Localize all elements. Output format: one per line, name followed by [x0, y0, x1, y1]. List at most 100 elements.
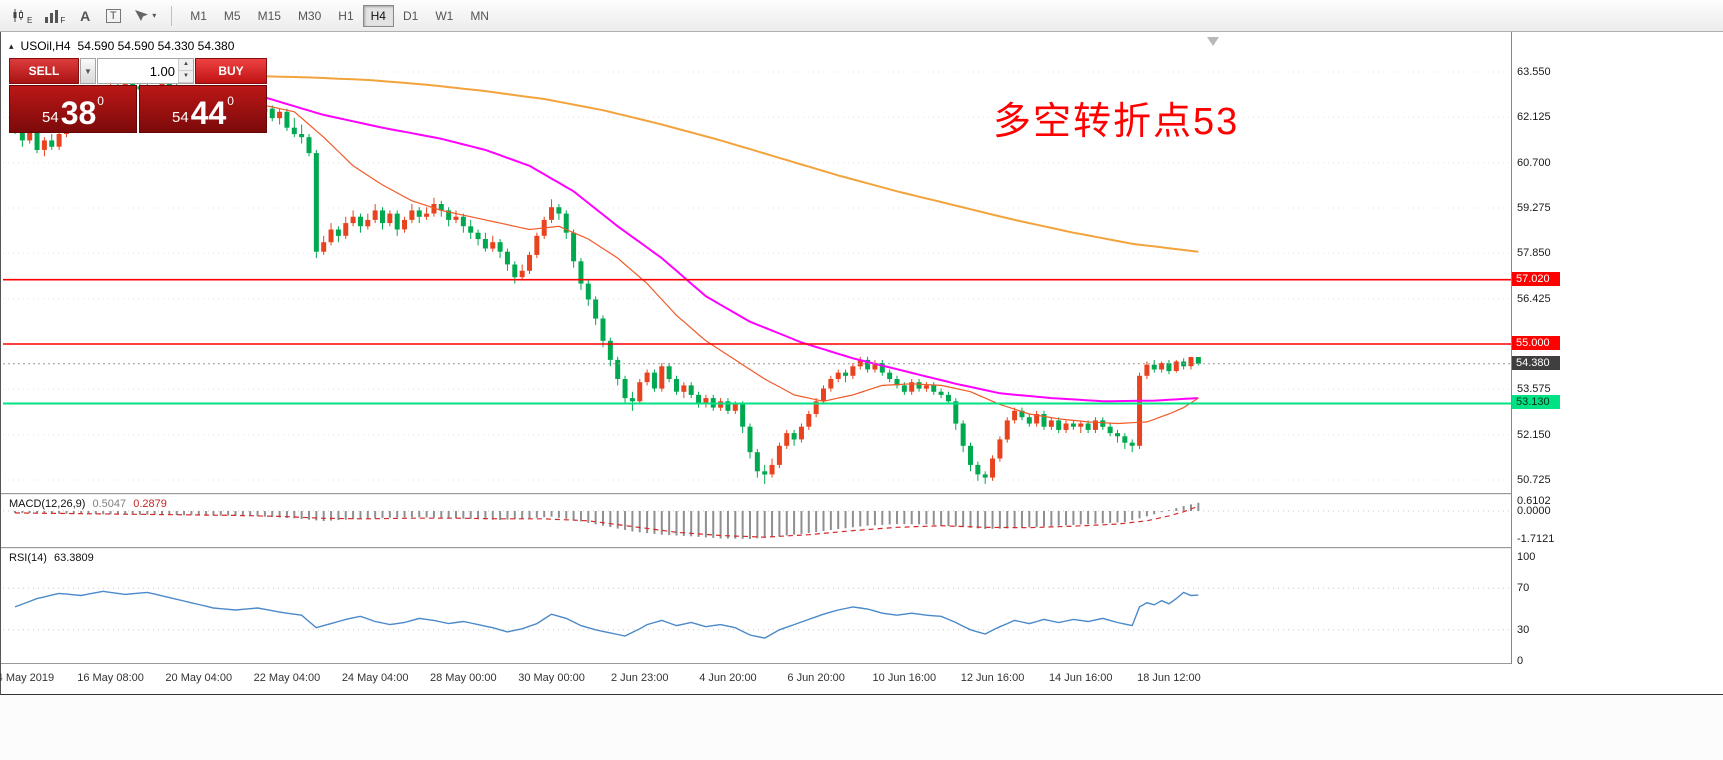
- macd-label: MACD(12,26,9) 0.5047 0.2879: [9, 498, 167, 510]
- price-line-badge: 53.130: [1512, 395, 1560, 410]
- cursor-tool-button[interactable]: ▾: [128, 3, 161, 28]
- panel-separator[interactable]: [1, 547, 1511, 549]
- chart-window: ▴ USOil,H4 54.590 54.590 54.330 54.380 S…: [0, 32, 1723, 695]
- chevron-down-icon: ▼: [183, 73, 189, 79]
- timeframe-button-h1[interactable]: H1: [330, 5, 361, 27]
- macd-title: MACD(12,26,9): [9, 498, 86, 510]
- time-axis-label: 14 Jun 16:00: [1048, 672, 1113, 684]
- time-axis-label: 4 Jun 20:00: [699, 672, 757, 684]
- price-axis-label: 57.850: [1517, 247, 1551, 260]
- current-price-badge: 54.380: [1512, 355, 1560, 370]
- time-axis-label: 12 Jun 16:00: [960, 672, 1025, 684]
- rsi-label: RSI(14) 63.3809: [9, 552, 94, 564]
- sell-button[interactable]: SELL: [9, 58, 79, 84]
- rsi-axis-label: 70: [1517, 582, 1530, 595]
- chevron-up-icon: ▲: [183, 61, 189, 67]
- macd-main-value: 0.5047: [92, 498, 127, 510]
- macd-axis-label: 0.0000: [1517, 504, 1551, 517]
- trade-panel-controls: SELL ▼ ▲ ▼ BUY: [9, 58, 267, 84]
- buy-price-display[interactable]: 54 44 0: [139, 85, 267, 133]
- window-bottom-space: [0, 695, 1723, 760]
- time-axis-label: 28 May 00:00: [430, 672, 497, 684]
- time-axis-label: 10 Jun 16:00: [872, 672, 937, 684]
- time-axis-label: 16 May 08:00: [77, 672, 144, 684]
- rsi-value: 63.3809: [53, 552, 94, 564]
- timeframe-button-h4[interactable]: H4: [362, 4, 394, 27]
- rsi-indicator-plot[interactable]: [3, 549, 1511, 663]
- chart-annotation-text[interactable]: 多空转折点53: [993, 101, 1240, 143]
- tool-letter: F: [60, 16, 66, 25]
- candlestick-chart-tool-button[interactable]: E: [6, 3, 37, 28]
- trade-panel-prices: 54 38 0 54 44 0: [9, 85, 267, 133]
- price-axis-label: 62.125: [1517, 111, 1551, 124]
- timeframe-button-mn[interactable]: MN: [462, 5, 497, 27]
- timeframe-button-m30[interactable]: M30: [290, 5, 329, 27]
- time-axis-label: 14 May 2019: [0, 672, 55, 684]
- macd-axis-label: 0.6102: [1517, 495, 1551, 507]
- cursor-icon: [135, 10, 149, 21]
- buy-price-big: 44: [190, 94, 227, 131]
- bar-chart-tool-button[interactable]: F: [39, 3, 70, 28]
- chevron-down-icon: ▾: [152, 11, 157, 20]
- symbol-name: USOil,H4: [20, 39, 71, 53]
- rsi-axis-label: 0: [1517, 655, 1524, 667]
- buy-price-sup: 0: [227, 94, 234, 108]
- tool-letter: E: [27, 16, 33, 25]
- timeframe-button-m5[interactable]: M5: [216, 5, 249, 27]
- price-axis-label: 59.275: [1517, 202, 1551, 214]
- price-axis-label: 52.150: [1517, 428, 1551, 441]
- symbol-info-bar: ▴ USOil,H4 54.590 54.590 54.330 54.380: [9, 39, 234, 53]
- macd-signal-value: 0.2879: [133, 498, 167, 510]
- text-box-icon: T: [105, 8, 121, 23]
- time-axis-label: 6 Jun 20:00: [787, 672, 845, 684]
- sell-price-big: 38: [60, 94, 97, 131]
- price-axis-label: 56.425: [1517, 292, 1551, 305]
- text-label-icon: A: [80, 7, 91, 24]
- price-axis-label: 50.725: [1517, 474, 1551, 486]
- chart-tools-group: E F A T ▾: [6, 3, 161, 28]
- timeframe-button-w1[interactable]: W1: [427, 5, 461, 27]
- timeframe-button-m15[interactable]: M15: [250, 5, 289, 27]
- volume-field-wrap: ▲ ▼: [97, 58, 194, 84]
- price-axis-label: 60.700: [1517, 156, 1551, 169]
- one-click-trade-panel: SELL ▼ ▲ ▼ BUY 54 38 0 54: [9, 58, 267, 133]
- time-axis[interactable]: 14 May 2019 16 May 08:00 20 May 04:00 22 Ma…: [0, 665, 1511, 695]
- time-axis-line: [1, 663, 1511, 664]
- price-axis-label: 63.550: [1517, 66, 1551, 78]
- rsi-axis-label: 100: [1517, 551, 1536, 563]
- time-axis-label: 20 May 04:00: [165, 672, 233, 684]
- time-axis-label: 22 May 04:00: [253, 672, 321, 684]
- toolbar: E F A T ▾ M1 M5 M15 M30 H1 H4 D1 W1 MN: [0, 0, 1723, 32]
- candlestick-chart-icon: [13, 9, 23, 22]
- rsi-title: RSI(14): [9, 552, 47, 564]
- buy-button[interactable]: BUY: [195, 58, 267, 84]
- sell-price-display[interactable]: 54 38 0: [9, 85, 137, 133]
- buy-price-prefix: 54: [172, 109, 189, 126]
- bar-chart-icon: [45, 10, 59, 23]
- text-box-tool-button[interactable]: T: [100, 3, 126, 28]
- volume-decrement-button[interactable]: ▼: [179, 71, 193, 83]
- symbol-ohlc-values: 54.590 54.590 54.330 54.380: [77, 39, 235, 53]
- volume-input[interactable]: [98, 59, 178, 83]
- chart-shift-marker: [1207, 37, 1219, 46]
- panel-separator[interactable]: [1, 493, 1511, 495]
- sell-price-prefix: 54: [42, 109, 59, 126]
- price-line-badge: 57.020: [1512, 271, 1560, 286]
- volume-dropdown-button[interactable]: ▼: [80, 58, 96, 84]
- timeframe-button-d1[interactable]: D1: [395, 5, 426, 27]
- price-line-badge: 55.000: [1512, 336, 1560, 350]
- sell-price-sup: 0: [97, 94, 104, 108]
- volume-increment-button[interactable]: ▲: [179, 59, 193, 71]
- timeframe-button-m1[interactable]: M1: [182, 5, 215, 27]
- price-axis[interactable]: 63.550 62.125 60.700 59.275 57.850 56.425 55.0…: [1511, 32, 1723, 667]
- one-click-collapse-icon[interactable]: ▴: [9, 40, 14, 51]
- rsi-axis-label: 30: [1517, 623, 1530, 636]
- macd-indicator-plot[interactable]: [3, 495, 1511, 547]
- timeframe-group: M1 M5 M15 M30 H1 H4 D1 W1 MN: [182, 4, 497, 27]
- time-axis-label: 30 May 00:00: [518, 672, 585, 684]
- time-axis-label: 24 May 04:00: [341, 672, 409, 684]
- price-axis-label: 53.575: [1517, 383, 1551, 396]
- text-label-tool-button[interactable]: A: [72, 3, 98, 28]
- chevron-down-icon: ▼: [84, 66, 92, 76]
